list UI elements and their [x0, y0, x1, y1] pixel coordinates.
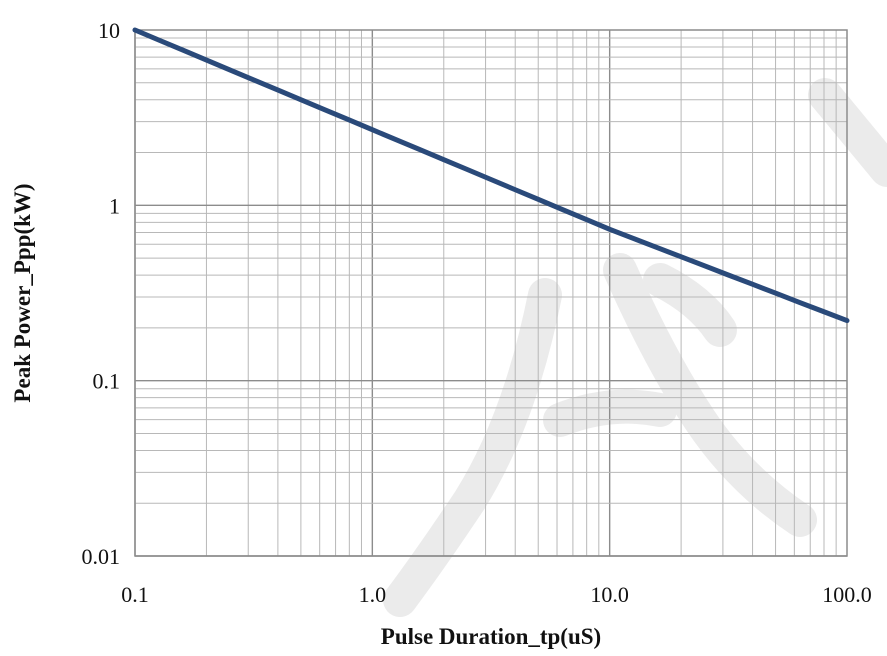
- y-tick-label: 10: [98, 18, 120, 43]
- series-layer: [132, 27, 850, 324]
- plot-frame: [134, 29, 848, 557]
- y-tick-label: 0.1: [93, 369, 121, 394]
- x-axis-label: Pulse Duration_tp(uS): [381, 624, 601, 649]
- x-tick-label: 0.1: [121, 582, 149, 607]
- series-line-0: [132, 27, 850, 324]
- y-tick-label: 1: [109, 193, 120, 218]
- x-tick-label: 10.0: [590, 582, 629, 607]
- y-axis-label: Peak Power_Ppp(kW): [10, 183, 35, 402]
- x-tick-label: 1.0: [359, 582, 387, 607]
- x-tick-label: 100.0: [822, 582, 872, 607]
- y-tick-label: 0.01: [82, 544, 121, 569]
